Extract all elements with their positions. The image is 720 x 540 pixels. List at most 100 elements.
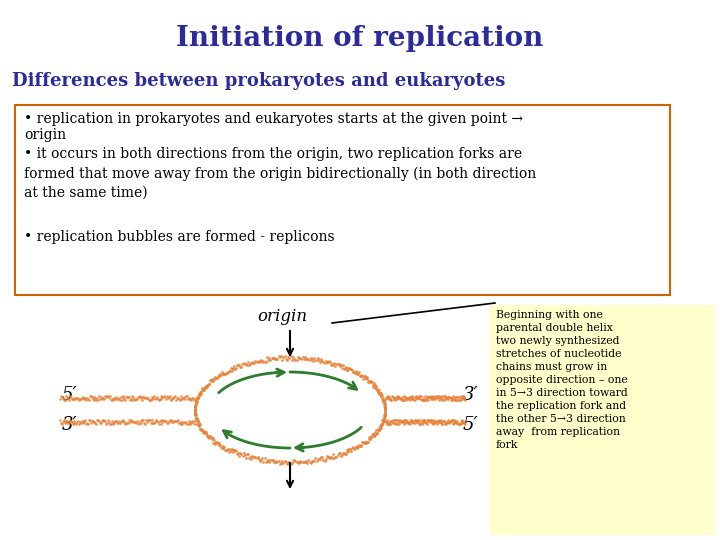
Point bbox=[91, 394, 103, 402]
Point bbox=[55, 392, 67, 400]
Point bbox=[374, 422, 386, 430]
Point bbox=[456, 416, 468, 424]
Point bbox=[219, 370, 230, 379]
Point bbox=[57, 393, 68, 402]
Point bbox=[190, 401, 202, 409]
Point bbox=[238, 449, 249, 458]
Point bbox=[433, 392, 445, 401]
Point bbox=[153, 420, 164, 428]
Point bbox=[379, 400, 390, 408]
Point bbox=[229, 446, 240, 455]
Point bbox=[414, 394, 426, 403]
Point bbox=[302, 355, 313, 364]
Point bbox=[441, 418, 453, 427]
Point bbox=[457, 392, 469, 400]
Point bbox=[332, 450, 343, 459]
Point bbox=[221, 368, 233, 377]
Point bbox=[413, 416, 424, 424]
Point bbox=[433, 393, 444, 401]
Point bbox=[161, 392, 173, 401]
Point bbox=[426, 418, 438, 427]
Point bbox=[289, 355, 300, 363]
Point bbox=[436, 392, 447, 401]
Point bbox=[180, 392, 192, 400]
Point bbox=[401, 394, 413, 402]
Point bbox=[361, 437, 373, 446]
Point bbox=[168, 394, 179, 403]
Point bbox=[438, 395, 450, 403]
Point bbox=[376, 419, 387, 428]
Point bbox=[282, 353, 294, 361]
Point bbox=[215, 441, 226, 449]
Point bbox=[378, 399, 390, 407]
Point bbox=[428, 417, 440, 426]
Point bbox=[140, 394, 152, 402]
Point bbox=[377, 395, 388, 403]
Point bbox=[285, 352, 297, 361]
Point bbox=[300, 355, 312, 363]
Point bbox=[88, 417, 99, 426]
Point bbox=[76, 394, 88, 402]
Point bbox=[192, 414, 203, 423]
Point bbox=[436, 418, 447, 427]
Point bbox=[192, 393, 203, 401]
Point bbox=[86, 417, 97, 426]
Point bbox=[222, 444, 233, 453]
Point bbox=[235, 448, 246, 457]
Point bbox=[191, 414, 202, 422]
Point bbox=[424, 393, 436, 401]
Point bbox=[238, 359, 249, 367]
Point bbox=[133, 420, 145, 428]
Point bbox=[258, 356, 269, 365]
Point bbox=[127, 416, 138, 425]
Point bbox=[60, 396, 71, 404]
Point bbox=[456, 418, 467, 427]
Point bbox=[95, 418, 107, 427]
Point bbox=[365, 377, 377, 386]
Point bbox=[175, 394, 186, 403]
Point bbox=[343, 445, 354, 454]
Point bbox=[246, 358, 258, 367]
Point bbox=[379, 399, 390, 407]
Point bbox=[143, 396, 155, 404]
Point bbox=[420, 418, 432, 427]
Point bbox=[94, 418, 106, 427]
Point bbox=[171, 416, 183, 425]
Point bbox=[417, 417, 428, 426]
Point bbox=[56, 393, 68, 401]
Text: 5′: 5′ bbox=[463, 416, 479, 434]
Point bbox=[433, 395, 444, 404]
Point bbox=[287, 457, 299, 465]
Point bbox=[192, 421, 204, 429]
Point bbox=[248, 359, 260, 368]
Point bbox=[126, 395, 138, 404]
Point bbox=[144, 416, 156, 425]
Point bbox=[379, 406, 391, 415]
Point bbox=[387, 392, 398, 401]
Point bbox=[435, 416, 446, 424]
Point bbox=[441, 394, 452, 402]
Point bbox=[81, 419, 92, 428]
Point bbox=[454, 395, 465, 404]
Point bbox=[416, 396, 428, 404]
Point bbox=[84, 416, 96, 424]
Point bbox=[304, 356, 315, 364]
Point bbox=[207, 438, 219, 447]
Point bbox=[81, 418, 93, 427]
Point bbox=[443, 416, 454, 424]
Point bbox=[189, 405, 201, 414]
Point bbox=[421, 392, 433, 401]
Point bbox=[418, 396, 429, 404]
Point bbox=[366, 430, 378, 438]
Point bbox=[131, 394, 143, 403]
Point bbox=[243, 360, 255, 369]
Point bbox=[387, 418, 399, 427]
Point bbox=[379, 400, 390, 408]
Point bbox=[397, 418, 408, 427]
Point bbox=[409, 419, 420, 428]
Point bbox=[364, 435, 376, 443]
Point bbox=[374, 389, 385, 397]
Point bbox=[360, 374, 372, 382]
Point bbox=[410, 392, 422, 400]
Point bbox=[364, 435, 375, 444]
